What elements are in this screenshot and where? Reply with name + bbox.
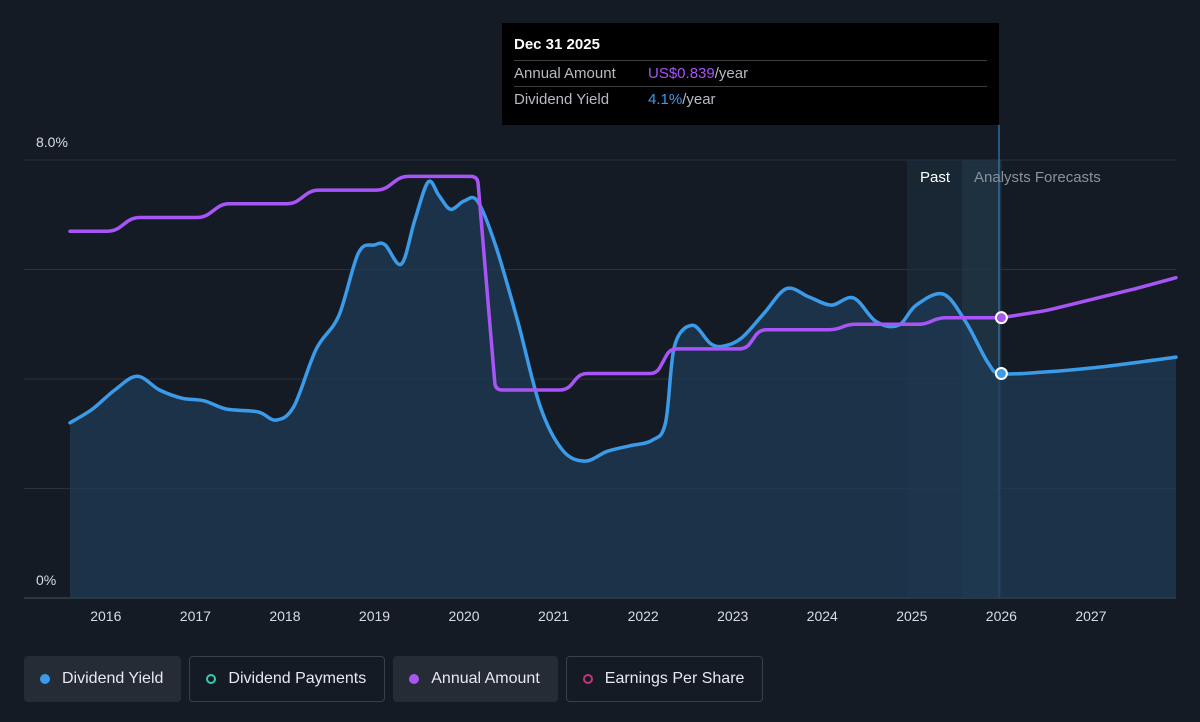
dividend-yield-marker [994,367,1008,381]
legend-ring-icon [582,674,593,684]
forecast-region-label: Analysts Forecasts [974,169,1101,186]
legend-label: Earnings Per Share [604,670,745,687]
x-tick-label: 2018 [269,608,300,624]
tooltip-value: US$0.839 [648,65,715,82]
x-tick-label: 2024 [807,608,838,624]
x-tick-label: 2027 [1075,608,1106,624]
legend-ring-icon [206,674,217,684]
legend-dividend-payments[interactable]: Dividend Payments [189,656,386,702]
chart-legend: Dividend Yield Dividend Payments Annual … [24,656,764,702]
x-tick-label: 2019 [359,608,390,624]
series-layer [68,174,1178,598]
tooltip-row-annual-amount: Annual Amount US$0.839 /year [514,61,987,87]
legend-annual-amount[interactable]: Annual Amount [393,656,558,702]
annual-amount-marker [994,311,1008,325]
x-tick-label: 2017 [180,608,211,624]
x-tick-label: 2023 [717,608,748,624]
legend-label: Dividend Payments [228,670,367,687]
tooltip-label: Annual Amount [514,65,616,82]
dividend-chart: 2016 2017 2018 2019 2020 2021 2022 2023 2024 2025… [24,125,1178,624]
legend-dividend-yield[interactable]: Dividend Yield [24,656,182,702]
tooltip-date: Dec 31 2025 [514,36,987,61]
x-tick-label: 2016 [90,608,121,624]
annual-amount-line [68,174,1178,392]
tooltip-value: 4.1% [648,91,683,108]
tooltip-suffix: /year [714,65,749,82]
tooltip-row-dividend-yield: Dividend Yield 4.1% /year [514,87,987,112]
y-axis-top-label: 8.0% [36,134,68,150]
x-tick-label: 2021 [538,608,569,624]
legend-label: Dividend Yield [62,670,164,687]
legend-label: Annual Amount [431,670,540,687]
x-tick-label: 2025 [896,608,927,624]
x-tick-label: 2020 [448,608,479,624]
legend-dot-icon [40,674,50,684]
tooltip-label: Dividend Yield [514,91,610,108]
legend-earnings-per-share[interactable]: Earnings Per Share [565,656,764,702]
dividend-yield-area [70,181,1176,598]
tooltip-suffix: /year [682,91,716,108]
x-axis: 2016 2017 2018 2019 2020 2021 2022 2023 2024 2025… [90,608,1106,624]
legend-dot-icon [409,674,420,684]
x-tick-label: 2022 [628,608,659,624]
hover-tooltip: Dec 31 2025 Annual Amount US$0.839 /year… [502,23,999,125]
past-region-label: Past [920,169,951,186]
y-axis-bottom-label: 0% [36,572,56,588]
x-tick-label: 2026 [986,608,1017,624]
